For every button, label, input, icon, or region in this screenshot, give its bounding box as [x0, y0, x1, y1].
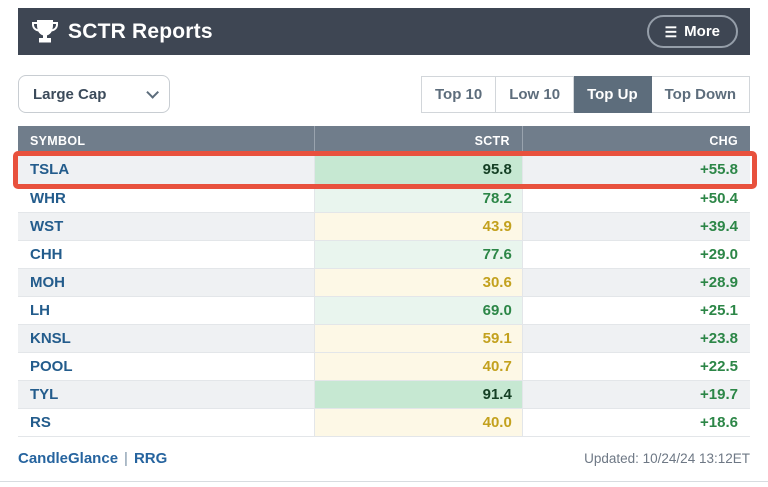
- filter-top-up[interactable]: Top Up: [574, 75, 652, 113]
- symbol-cell[interactable]: CHH: [18, 240, 315, 269]
- chg-cell: +19.7: [521, 380, 750, 409]
- chg-cell: +18.6: [521, 408, 750, 437]
- filter-top-down[interactable]: Top Down: [651, 75, 750, 113]
- link-separator: |: [124, 449, 128, 467]
- sctr-cell: 59.1: [313, 324, 523, 353]
- filter-top-10[interactable]: Top 10: [420, 75, 497, 113]
- updated-timestamp: Updated: 10/24/24 13:12ET: [584, 450, 750, 466]
- chevron-down-icon: [146, 85, 159, 99]
- table-row[interactable]: CHH 77.6 +29.0: [18, 240, 750, 269]
- sctr-cell: 78.2: [313, 184, 523, 213]
- sctr-cell: 30.6: [313, 268, 523, 297]
- chg-cell: +55.8: [521, 156, 750, 185]
- symbol-cell[interactable]: RS: [18, 408, 315, 437]
- more-button[interactable]: ☰ More: [646, 15, 738, 48]
- sctr-cell: 69.0: [313, 296, 523, 325]
- candleglance-link[interactable]: CandleGlance: [18, 449, 119, 467]
- chg-cell: +28.9: [521, 268, 750, 297]
- sctr-cell: 43.9: [313, 212, 523, 241]
- sctr-cell: 95.8: [313, 156, 523, 185]
- sctr-cell: 40.0: [313, 408, 523, 437]
- table-body: TSLA 95.8 +55.8 WHR 78.2 +50.4 WST 43.9 +39.4 CHH…: [18, 156, 750, 437]
- market-cap-dropdown[interactable]: Large Cap: [18, 75, 170, 113]
- table-header-row: SYMBOL SCTR CHG: [18, 126, 750, 156]
- symbol-cell[interactable]: LH: [18, 296, 315, 325]
- sctr-table: SYMBOL SCTR CHG TSLA 95.8 +55.8 WHR 78.2 +50.…: [18, 126, 750, 437]
- widget-title: SCTR Reports: [68, 19, 213, 43]
- symbol-cell[interactable]: WHR: [18, 184, 315, 213]
- sctr-table-wrap: SYMBOL SCTR CHG TSLA 95.8 +55.8 WHR 78.2 +50.…: [13, 126, 757, 437]
- chg-cell: +39.4: [521, 212, 750, 241]
- filter-group: Top 10 Low 10 Top Up Top Down: [420, 75, 750, 113]
- trophy-icon: [32, 20, 58, 43]
- hamburger-icon: ☰: [664, 23, 678, 40]
- chg-cell: +23.8: [521, 324, 750, 353]
- symbol-cell[interactable]: TYL: [18, 380, 315, 409]
- filter-low-10[interactable]: Low 10: [496, 75, 575, 113]
- table-row[interactable]: RS 40.0 +18.6: [18, 408, 750, 437]
- table-row[interactable]: TYL 91.4 +19.7: [18, 380, 750, 409]
- column-header-chg[interactable]: CHG: [521, 126, 750, 156]
- symbol-cell[interactable]: TSLA: [18, 156, 315, 185]
- symbol-cell[interactable]: WST: [18, 212, 315, 241]
- dropdown-value: Large Cap: [33, 85, 107, 103]
- table-row[interactable]: KNSL 59.1 +23.8: [18, 324, 750, 353]
- more-button-label: More: [684, 23, 720, 40]
- symbol-cell[interactable]: MOH: [18, 268, 315, 297]
- column-header-symbol[interactable]: SYMBOL: [18, 126, 315, 156]
- table-row[interactable]: WST 43.9 +39.4: [18, 212, 750, 241]
- widget-footer: CandleGlance | RRG Updated: 10/24/24 13:12…: [18, 450, 750, 467]
- sctr-reports-widget: SCTR Reports ☰ More Large Cap Top 10 Low …: [13, 8, 757, 467]
- controls-row: Large Cap Top 10 Low 10 Top Up Top Down: [18, 75, 750, 113]
- column-header-sctr[interactable]: SCTR: [313, 126, 523, 156]
- table-row[interactable]: MOH 30.6 +28.9: [18, 268, 750, 297]
- sctr-cell: 77.6: [313, 240, 523, 269]
- page-divider: [0, 481, 768, 482]
- table-row[interactable]: WHR 78.2 +50.4: [18, 184, 750, 213]
- symbol-cell[interactable]: POOL: [18, 352, 315, 381]
- sctr-cell: 40.7: [313, 352, 523, 381]
- chg-cell: +29.0: [521, 240, 750, 269]
- chg-cell: +50.4: [521, 184, 750, 213]
- chg-cell: +25.1: [521, 296, 750, 325]
- chg-cell: +22.5: [521, 352, 750, 381]
- table-row[interactable]: TSLA 95.8 +55.8: [18, 156, 750, 185]
- rrg-link[interactable]: RRG: [133, 449, 168, 467]
- sctr-cell: 91.4: [313, 380, 523, 409]
- widget-titlebar: SCTR Reports ☰ More: [18, 8, 750, 55]
- table-row[interactable]: LH 69.0 +25.1: [18, 296, 750, 325]
- symbol-cell[interactable]: KNSL: [18, 324, 315, 353]
- footer-links: CandleGlance | RRG: [18, 450, 167, 467]
- table-row[interactable]: POOL 40.7 +22.5: [18, 352, 750, 381]
